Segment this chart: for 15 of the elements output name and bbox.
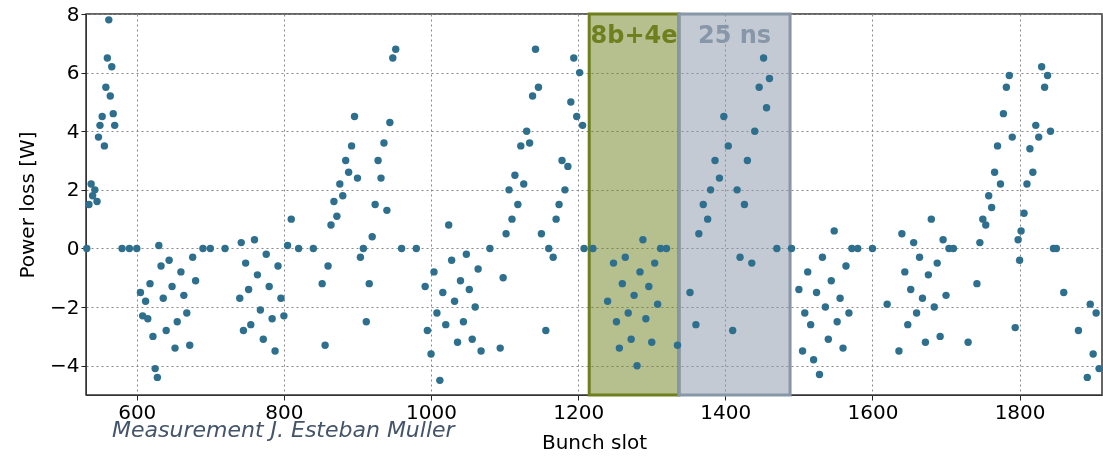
- y-tick-label: −2: [50, 294, 80, 319]
- x-axis-title: Bunch slot: [541, 429, 648, 454]
- x-tick-label: 1400: [700, 399, 752, 424]
- band-label: 25 ns: [697, 21, 772, 49]
- x-tick-label: 1800: [994, 399, 1046, 424]
- y-tick-label: 2: [66, 177, 80, 202]
- y-tick-label: −4: [50, 353, 80, 378]
- band-label: 8b+4e: [590, 21, 678, 49]
- x-tick-label: 1200: [553, 399, 605, 424]
- y-tick-label: 4: [66, 118, 80, 143]
- x-tick-label: 1600: [847, 399, 899, 424]
- y-axis-title: Power loss [W]: [15, 131, 40, 279]
- y-tick-label: 8: [66, 1, 80, 26]
- y-tick-label: 6: [66, 60, 80, 85]
- y-tick-label: 0: [66, 235, 80, 260]
